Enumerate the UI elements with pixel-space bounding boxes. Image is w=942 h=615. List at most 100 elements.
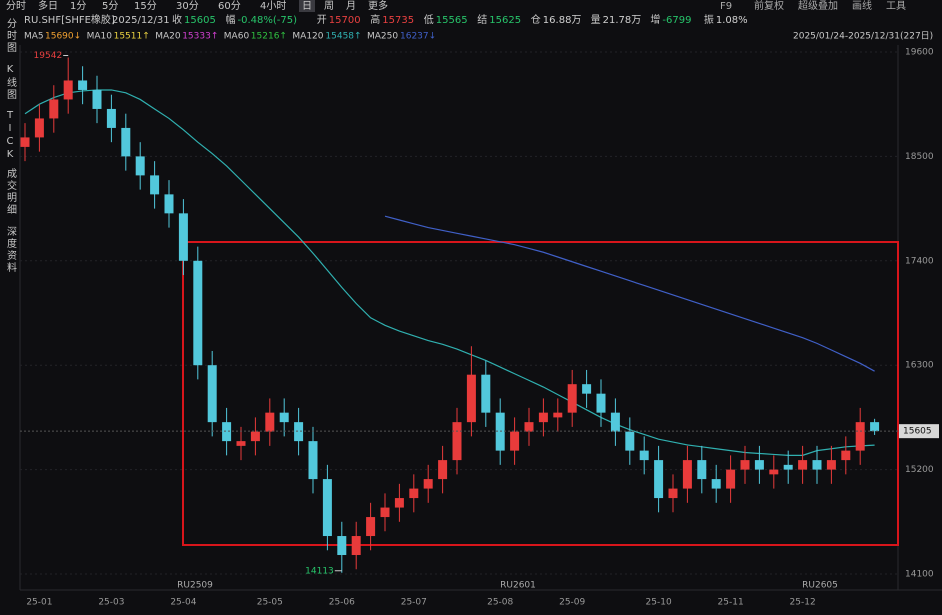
sidebar-tab[interactable]: K线图 <box>5 64 17 101</box>
quote-value: 21.78万 <box>603 15 642 26</box>
candle-body <box>322 479 332 537</box>
current-price-box <box>899 424 939 439</box>
sidebar-tab[interactable]: 分时图 <box>5 18 17 54</box>
x-tick-label: 25-10 <box>646 598 672 608</box>
toolbar-button[interactable]: 超级叠加 <box>798 0 838 12</box>
candle-body <box>826 460 836 470</box>
candle-body <box>654 460 664 499</box>
date: 2025/12/31 <box>112 15 170 26</box>
candle-body <box>366 517 376 537</box>
candle-body <box>337 536 347 556</box>
low-annotation: 14113 <box>305 566 334 576</box>
candle-body <box>754 460 764 470</box>
candle-body <box>409 488 419 499</box>
candle-body <box>78 80 88 90</box>
candle-body <box>625 431 635 451</box>
tab[interactable]: 分时 <box>6 0 26 12</box>
x-tick-label: 25-04 <box>170 598 196 608</box>
candle-body <box>452 422 462 461</box>
tab[interactable]: 周 <box>324 0 334 12</box>
candle-body <box>596 393 606 413</box>
contract-label: RU2509 <box>177 581 213 591</box>
y-tick-label: 18500 <box>905 152 934 162</box>
toolbar-button[interactable]: 画线 <box>852 0 872 12</box>
candle-body <box>423 479 433 489</box>
candle-body <box>783 464 793 470</box>
candle-body <box>20 137 30 147</box>
toolbar-button[interactable]: 工具 <box>886 0 906 12</box>
legend-value: 15458↑ <box>325 32 361 42</box>
toolbar-button[interactable]: F9 <box>720 1 732 12</box>
candle-body <box>510 431 520 451</box>
y-tick-label: 19600 <box>905 48 934 58</box>
y-tick-label: 17400 <box>905 256 934 266</box>
tab[interactable]: 1分 <box>70 0 86 12</box>
y-tick-label: 14100 <box>905 570 934 580</box>
quote-value: 15700 <box>329 15 361 26</box>
candle-body <box>308 441 318 480</box>
candle-body <box>812 460 822 470</box>
sidebar-tab[interactable]: 深度资料 <box>5 226 17 274</box>
candle-body <box>279 412 289 423</box>
quote-value: 1.08% <box>716 15 748 26</box>
x-tick-label: 25-01 <box>26 598 52 608</box>
quote-value: 15625 <box>489 15 521 26</box>
candle-body <box>106 108 116 128</box>
tab[interactable]: 5分 <box>102 0 118 12</box>
high-annotation: 19542 <box>34 51 63 61</box>
candle-body <box>668 488 678 499</box>
candle-body <box>639 450 649 461</box>
candle-body <box>524 422 534 432</box>
candle-body <box>870 422 880 432</box>
candle-body <box>49 99 59 119</box>
legend-value: 15511↑ <box>114 32 150 42</box>
sidebar-tab[interactable]: TICK <box>5 110 16 162</box>
tab[interactable]: 多日 <box>38 0 58 12</box>
candle-body <box>481 374 491 413</box>
tab[interactable]: 60分 <box>218 0 241 12</box>
sidebar-tab[interactable]: 成交明细 <box>5 168 17 216</box>
quote-label: 结 <box>477 13 487 26</box>
ma-line <box>24 89 875 456</box>
toolbar-button[interactable]: 前复权 <box>754 0 784 12</box>
tab[interactable]: 15分 <box>134 0 157 12</box>
candle-body <box>250 431 260 442</box>
quote-label: 高 <box>370 13 380 26</box>
x-tick-label: 25-11 <box>718 598 744 608</box>
candle-body <box>394 498 404 508</box>
candle-body <box>193 260 203 366</box>
tab[interactable]: 4小时 <box>260 0 286 12</box>
tab[interactable]: 日 <box>302 1 312 12</box>
candle-body <box>697 460 707 480</box>
legend-name: MA20 <box>155 32 181 42</box>
x-tick-label: 25-09 <box>559 598 585 608</box>
tab[interactable]: 30分 <box>176 0 199 12</box>
quote-value: 15735 <box>382 15 414 26</box>
candle-body <box>726 469 736 489</box>
legend-name: MA250 <box>367 32 398 42</box>
candle-body <box>265 412 275 432</box>
quote-label: 收 <box>172 13 182 26</box>
quote-label: 振 <box>704 13 714 26</box>
candle-body <box>164 194 174 214</box>
tab[interactable]: 月 <box>346 0 356 12</box>
tab[interactable]: 更多 <box>368 0 388 12</box>
ma-line <box>384 215 875 372</box>
tab-active <box>299 0 315 12</box>
legend-name: MA120 <box>292 32 323 42</box>
candle-body <box>294 422 304 442</box>
quote-label: 低 <box>424 13 434 26</box>
candle-body <box>538 412 548 423</box>
x-tick-label: 25-08 <box>487 598 513 608</box>
x-tick-label: 25-03 <box>98 598 124 608</box>
candle-body <box>121 127 131 157</box>
candle-body <box>150 175 160 195</box>
y-tick-label: 16300 <box>905 361 934 371</box>
candle-body <box>553 412 563 418</box>
x-tick-label: 25-05 <box>257 598 283 608</box>
x-tick-label: 25-06 <box>329 598 355 608</box>
candle-body <box>222 422 232 442</box>
candle-body <box>178 213 188 261</box>
quote-value: 16.88万 <box>543 15 582 26</box>
